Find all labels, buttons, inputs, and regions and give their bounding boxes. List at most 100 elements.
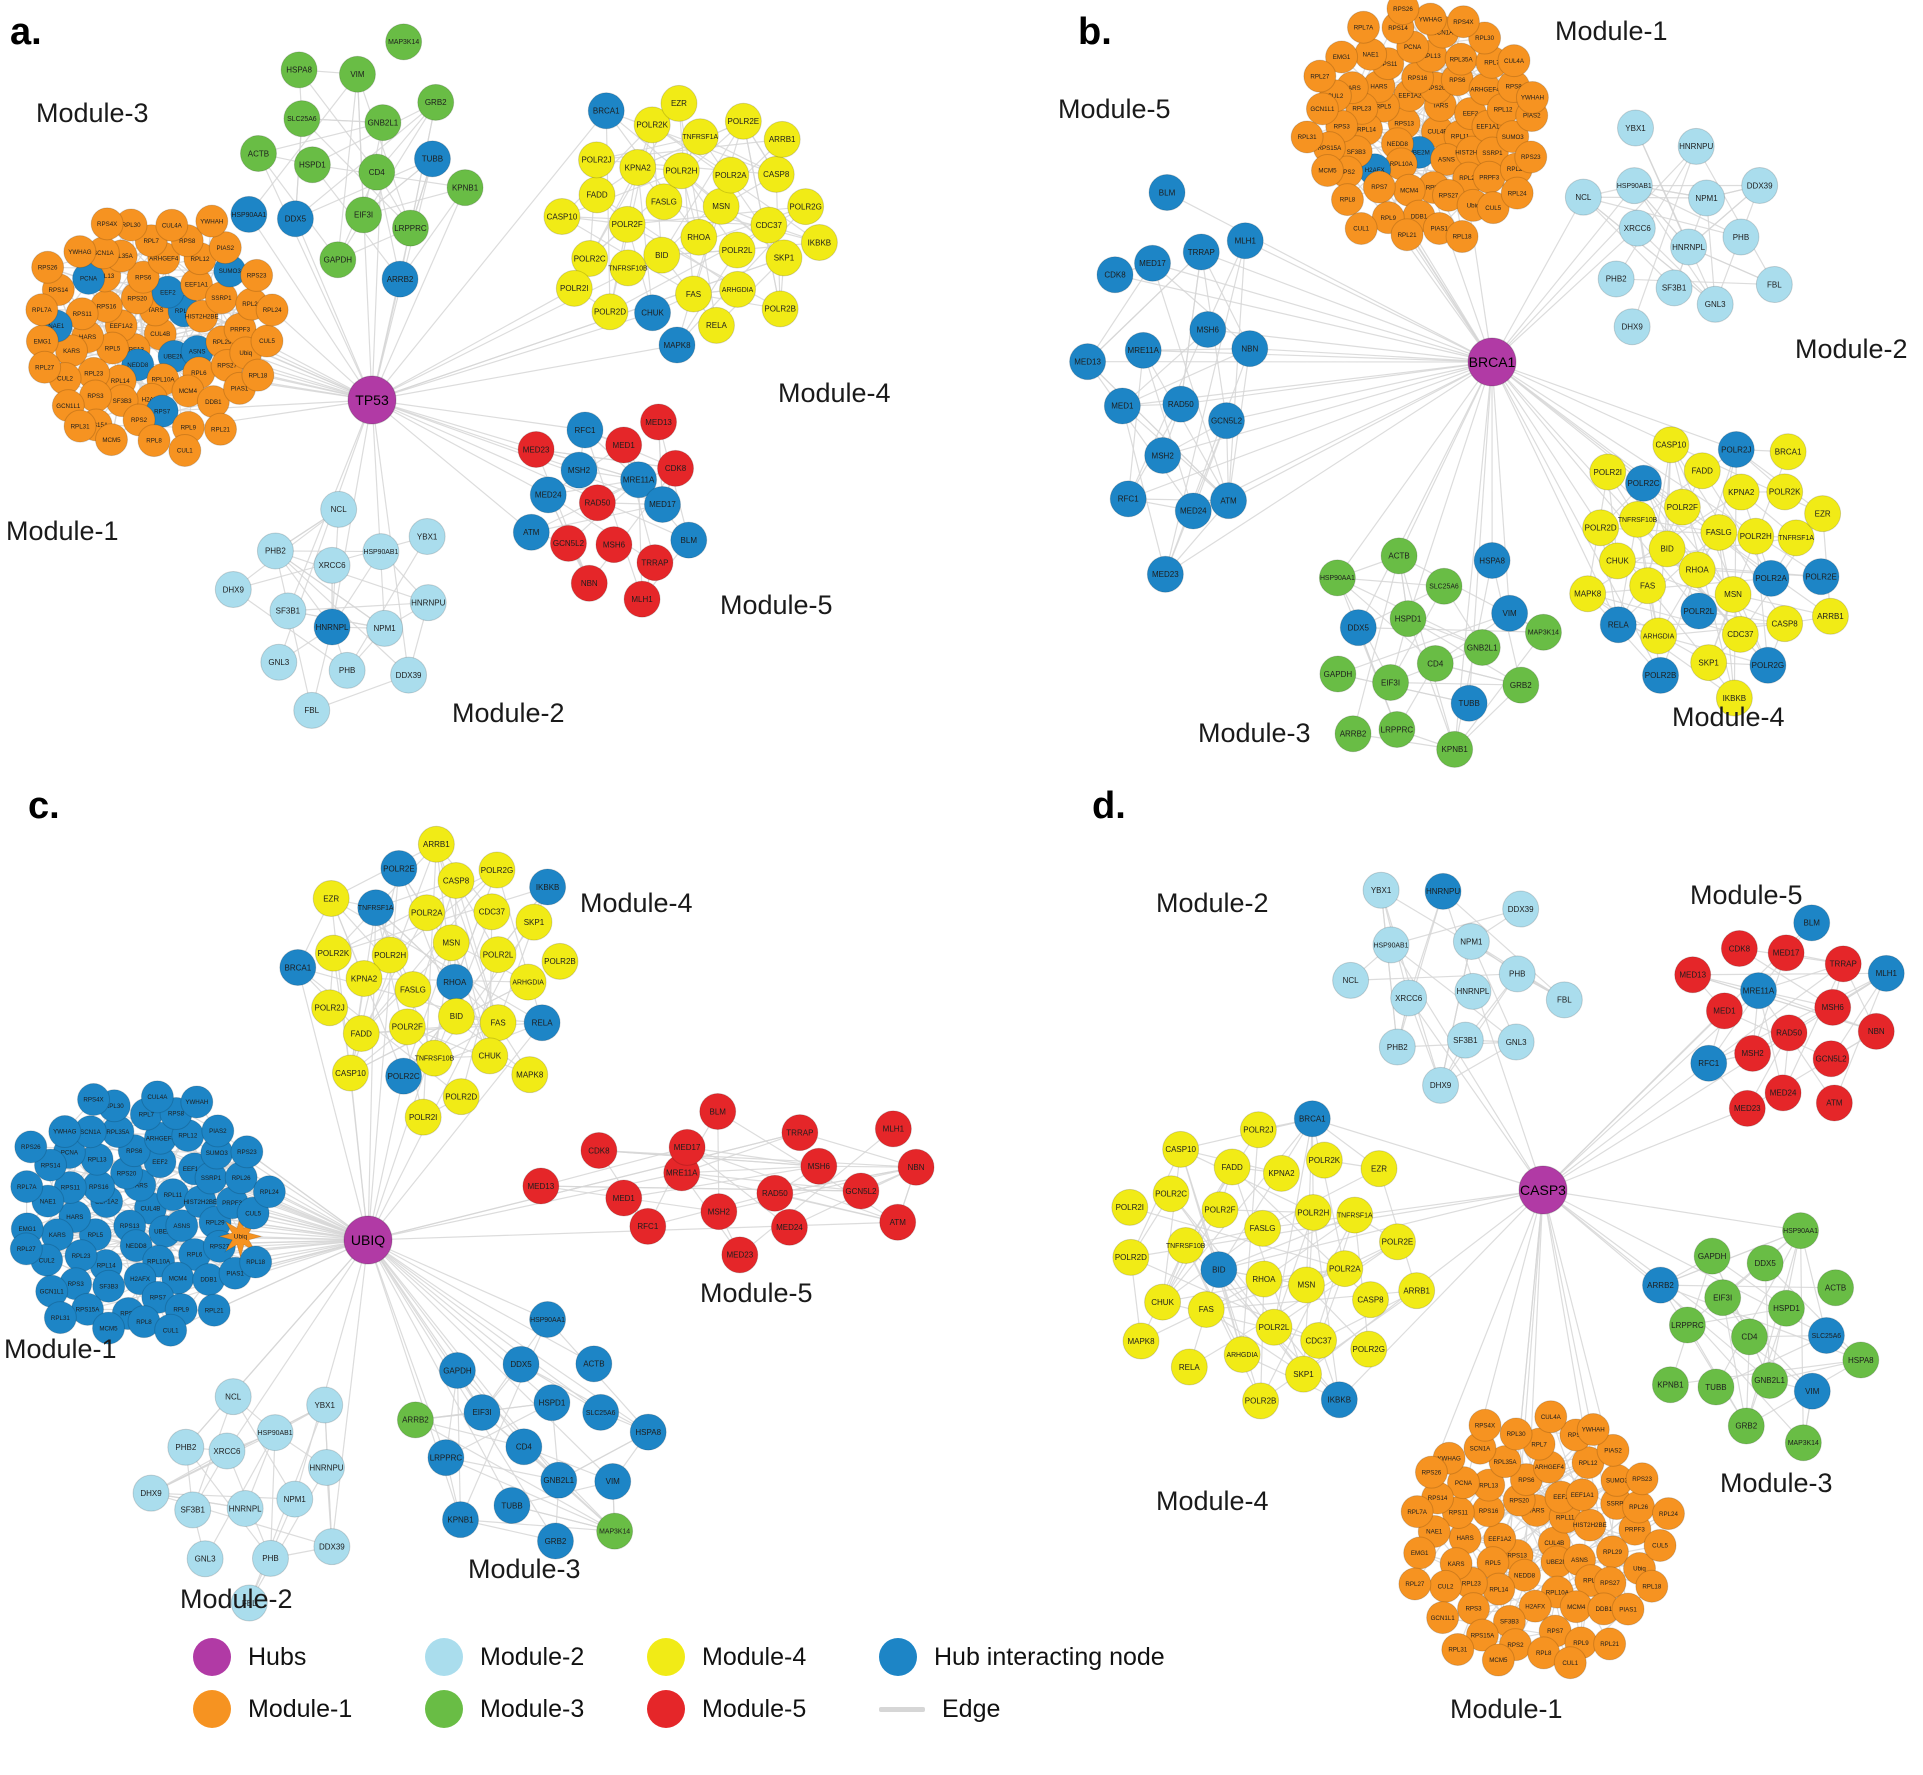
node-polr2g[interactable] [478, 851, 516, 889]
node-trrap[interactable] [1182, 233, 1220, 271]
node-pias2[interactable] [201, 1114, 235, 1148]
node-hspa8[interactable] [280, 51, 318, 89]
node-polr2f[interactable] [608, 205, 646, 243]
node-slc25a6[interactable] [1425, 567, 1463, 605]
node-kpnb1[interactable] [441, 1501, 479, 1539]
node-dhx9[interactable] [214, 571, 252, 609]
node-rpl7a[interactable] [10, 1170, 44, 1204]
node-med1[interactable] [605, 426, 643, 464]
node-polr2i[interactable] [1589, 453, 1627, 491]
node-gnb2l1[interactable] [540, 1461, 578, 1499]
node-cdk8[interactable] [1720, 929, 1758, 967]
node-brca1[interactable] [1293, 1100, 1331, 1138]
node-cul1[interactable] [1344, 211, 1378, 245]
node-rpl21[interactable] [1593, 1627, 1627, 1661]
node-hspd1[interactable] [293, 146, 331, 184]
node-tubb[interactable] [413, 140, 451, 178]
node-sf3b1[interactable] [174, 1491, 212, 1529]
node-kpnb1[interactable] [1651, 1366, 1689, 1404]
node-casp8[interactable] [757, 155, 795, 193]
node-lrpprc[interactable] [1378, 711, 1416, 749]
node-hsp90ab1[interactable] [1372, 926, 1410, 964]
hub-node-tp53[interactable] [347, 375, 397, 425]
node-rpl7a[interactable] [1400, 1495, 1434, 1529]
node-mlh1[interactable] [874, 1110, 912, 1148]
node-gapdh[interactable] [319, 241, 357, 279]
node-med1[interactable] [1705, 992, 1743, 1030]
node-rps7[interactable] [1362, 170, 1396, 204]
node-hspa8[interactable] [1473, 542, 1511, 580]
node-hsp90aa1[interactable] [1318, 559, 1356, 597]
node-ddx5[interactable] [276, 200, 314, 238]
node-ddx39[interactable] [1741, 166, 1779, 204]
node-kpnb1[interactable] [1436, 730, 1474, 768]
node-slc25a6[interactable] [283, 100, 321, 138]
node-rad50[interactable] [1770, 1014, 1808, 1052]
node-map3k14[interactable] [596, 1512, 634, 1550]
node-ddx39[interactable] [1502, 890, 1540, 928]
node-polr2a[interactable] [408, 894, 446, 932]
node-nbn[interactable] [897, 1148, 935, 1186]
node-rpl18[interactable] [1445, 220, 1479, 254]
node-ikbkb[interactable] [1320, 1381, 1358, 1419]
node-mre11a[interactable] [620, 461, 658, 499]
node-eif3i[interactable] [345, 196, 383, 234]
node-phb2[interactable] [256, 532, 294, 570]
node-ncl[interactable] [214, 1378, 252, 1416]
node-rela[interactable] [523, 1004, 561, 1042]
node-kpna2[interactable] [619, 148, 657, 186]
node-mre11a[interactable] [1124, 331, 1162, 369]
node-xrcc6[interactable] [1618, 209, 1656, 247]
node-ywhah[interactable] [1515, 81, 1549, 115]
node-med17[interactable] [668, 1128, 706, 1166]
node-grb2[interactable] [536, 1522, 574, 1560]
node-polr2d[interactable] [591, 293, 629, 331]
node-lrpprc[interactable] [1668, 1306, 1706, 1344]
node-nedd8[interactable] [1508, 1558, 1542, 1592]
node-gnb2l1[interactable] [1463, 628, 1501, 666]
node-ybx1[interactable] [306, 1386, 344, 1424]
node-polr2b[interactable] [1642, 656, 1680, 694]
node-vim[interactable] [594, 1462, 632, 1500]
node-tnfrsf1a[interactable] [357, 889, 395, 927]
node-tnfrsf1a[interactable] [1336, 1196, 1374, 1234]
node-blm[interactable] [1793, 904, 1831, 942]
node-rpl30[interactable] [1499, 1417, 1533, 1451]
node-polr2h[interactable] [662, 152, 700, 190]
node-gcn1l1[interactable] [1426, 1601, 1460, 1635]
node-rpl27[interactable] [1398, 1567, 1432, 1601]
node-mapk8[interactable] [658, 326, 696, 364]
node-med13[interactable] [522, 1167, 560, 1205]
node-rps4x[interactable] [1468, 1408, 1502, 1442]
node-med17[interactable] [1767, 934, 1805, 972]
node-mlh1[interactable] [623, 580, 661, 618]
node-cul2[interactable] [1429, 1569, 1463, 1603]
node-atm[interactable] [1210, 482, 1248, 520]
node-polr2l[interactable] [1255, 1308, 1293, 1346]
node-h2afx[interactable] [1518, 1589, 1552, 1623]
node-kpnb1[interactable] [446, 169, 484, 207]
node-ddx39[interactable] [390, 656, 428, 694]
node-arrb1[interactable] [1398, 1272, 1436, 1310]
node-ywhah[interactable] [1576, 1413, 1610, 1447]
node-med23[interactable] [517, 430, 555, 468]
node-gapdh[interactable] [1319, 655, 1357, 693]
node-rpl31[interactable] [1441, 1632, 1475, 1666]
node-arhgdia[interactable] [1640, 617, 1678, 655]
node-ywhag[interactable] [63, 235, 97, 269]
node-dhx9[interactable] [132, 1474, 170, 1512]
node-gapdh[interactable] [1693, 1237, 1731, 1275]
node-arrb2[interactable] [396, 1401, 434, 1439]
node-polr2i[interactable] [1111, 1188, 1149, 1226]
node-rfc1[interactable] [566, 411, 604, 449]
node-hspd1[interactable] [533, 1384, 571, 1422]
node-atm[interactable] [879, 1203, 917, 1241]
node-polr2b[interactable] [761, 290, 799, 328]
node-ddx5[interactable] [502, 1345, 540, 1383]
node-asns[interactable] [165, 1209, 199, 1243]
node-phb[interactable] [1722, 218, 1760, 256]
node-msn[interactable] [432, 924, 470, 962]
node-kpna2[interactable] [345, 959, 383, 997]
node-vim[interactable] [1793, 1372, 1831, 1410]
node-phb[interactable] [251, 1539, 289, 1577]
